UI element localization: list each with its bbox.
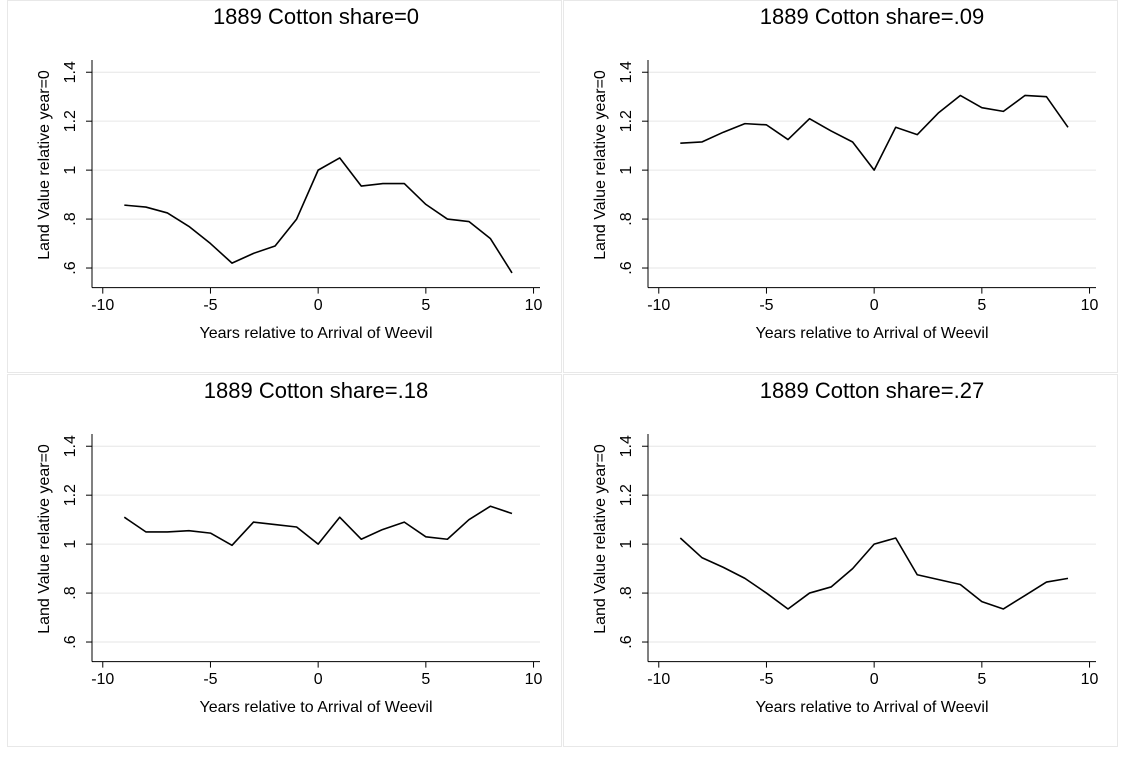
x-tick-label: -5 <box>203 671 217 688</box>
panel-frame <box>7 0 562 373</box>
y-tick-label: .6 <box>62 635 79 648</box>
x-tick-label: 0 <box>314 297 323 314</box>
y-axis-label: Land Value relative year=0 <box>592 444 609 634</box>
x-tick-label: -10 <box>647 297 670 314</box>
x-axis-label: Years relative to Arrival of Weevil <box>200 699 433 716</box>
data-line <box>123 505 513 547</box>
data-line <box>680 94 1069 171</box>
y-tick-label: 1.4 <box>618 435 635 457</box>
y-tick-label: .6 <box>618 261 635 274</box>
y-tick-label: 1.2 <box>62 484 79 506</box>
x-tick-label: -5 <box>203 297 217 314</box>
y-tick-label: 1 <box>618 540 635 549</box>
y-tick-label: 1.2 <box>618 110 635 132</box>
x-tick-label: 10 <box>1081 671 1099 688</box>
x-tick-label: 0 <box>870 297 879 314</box>
panel: .6 .8 1 1.2 1.4 -10 -5 0 5 10 1889 Cotton share=.0… <box>563 0 1118 373</box>
x-tick-label: 5 <box>977 671 986 688</box>
y-tick-label: .6 <box>62 261 79 274</box>
y-tick-label: 1.2 <box>62 110 79 132</box>
x-tick-label: 10 <box>1081 297 1099 314</box>
y-tick-label: .8 <box>618 212 635 225</box>
panel-title: 1889 Cotton share=.09 <box>760 4 984 29</box>
panel: .6 .8 1 1.2 1.4 -10 -5 0 5 10 1889 Cotton share=.1… <box>7 374 562 747</box>
y-axis-label: Land Value relative year=0 <box>36 444 53 634</box>
x-tick-label: 10 <box>525 297 543 314</box>
x-tick-label: 5 <box>421 671 430 688</box>
x-tick-label: 0 <box>870 671 879 688</box>
panel-frame <box>563 0 1118 373</box>
panel-title: 1889 Cotton share=.18 <box>204 378 428 403</box>
x-tick-label: -10 <box>647 671 670 688</box>
y-tick-label: 1.4 <box>62 61 79 83</box>
panel-frame <box>563 374 1118 747</box>
x-axis-label: Years relative to Arrival of Weevil <box>200 325 433 342</box>
data-line <box>124 157 513 274</box>
panel: .6 .8 1 1.2 1.4 -10 -5 0 5 10 1889 Cotton share=0 Y… <box>7 0 562 373</box>
panel-title: 1889 Cotton share=.27 <box>760 378 984 403</box>
y-tick-label: 1 <box>62 166 79 175</box>
y-tick-label: 1.4 <box>618 61 635 83</box>
y-tick-label: 1 <box>62 540 79 549</box>
x-tick-label: 5 <box>977 297 986 314</box>
y-tick-label: .8 <box>618 586 635 599</box>
x-tick-label: 10 <box>525 671 543 688</box>
panel-title: 1889 Cotton share=0 <box>213 4 419 29</box>
x-tick-label: -5 <box>759 297 773 314</box>
x-tick-label: -10 <box>91 671 114 688</box>
x-tick-label: 5 <box>421 297 430 314</box>
x-tick-label: -10 <box>91 297 114 314</box>
data-line <box>679 537 1069 610</box>
panel-frame <box>7 374 562 747</box>
y-axis-label: Land Value relative year=0 <box>592 70 609 260</box>
y-tick-label: .8 <box>62 586 79 599</box>
y-tick-label: .6 <box>618 635 635 648</box>
x-axis-label: Years relative to Arrival of Weevil <box>756 325 989 342</box>
panel: .6 .8 1 1.2 1.4 -10 -5 0 5 10 1889 Cotton share=.2… <box>563 374 1118 747</box>
y-tick-label: 1.4 <box>62 435 79 457</box>
x-axis-label: Years relative to Arrival of Weevil <box>756 699 989 716</box>
x-tick-label: -5 <box>759 671 773 688</box>
y-tick-label: .8 <box>62 212 79 225</box>
x-tick-label: 0 <box>314 671 323 688</box>
y-tick-label: 1 <box>618 166 635 175</box>
y-tick-label: 1.2 <box>618 484 635 506</box>
y-axis-label: Land Value relative year=0 <box>36 70 53 260</box>
